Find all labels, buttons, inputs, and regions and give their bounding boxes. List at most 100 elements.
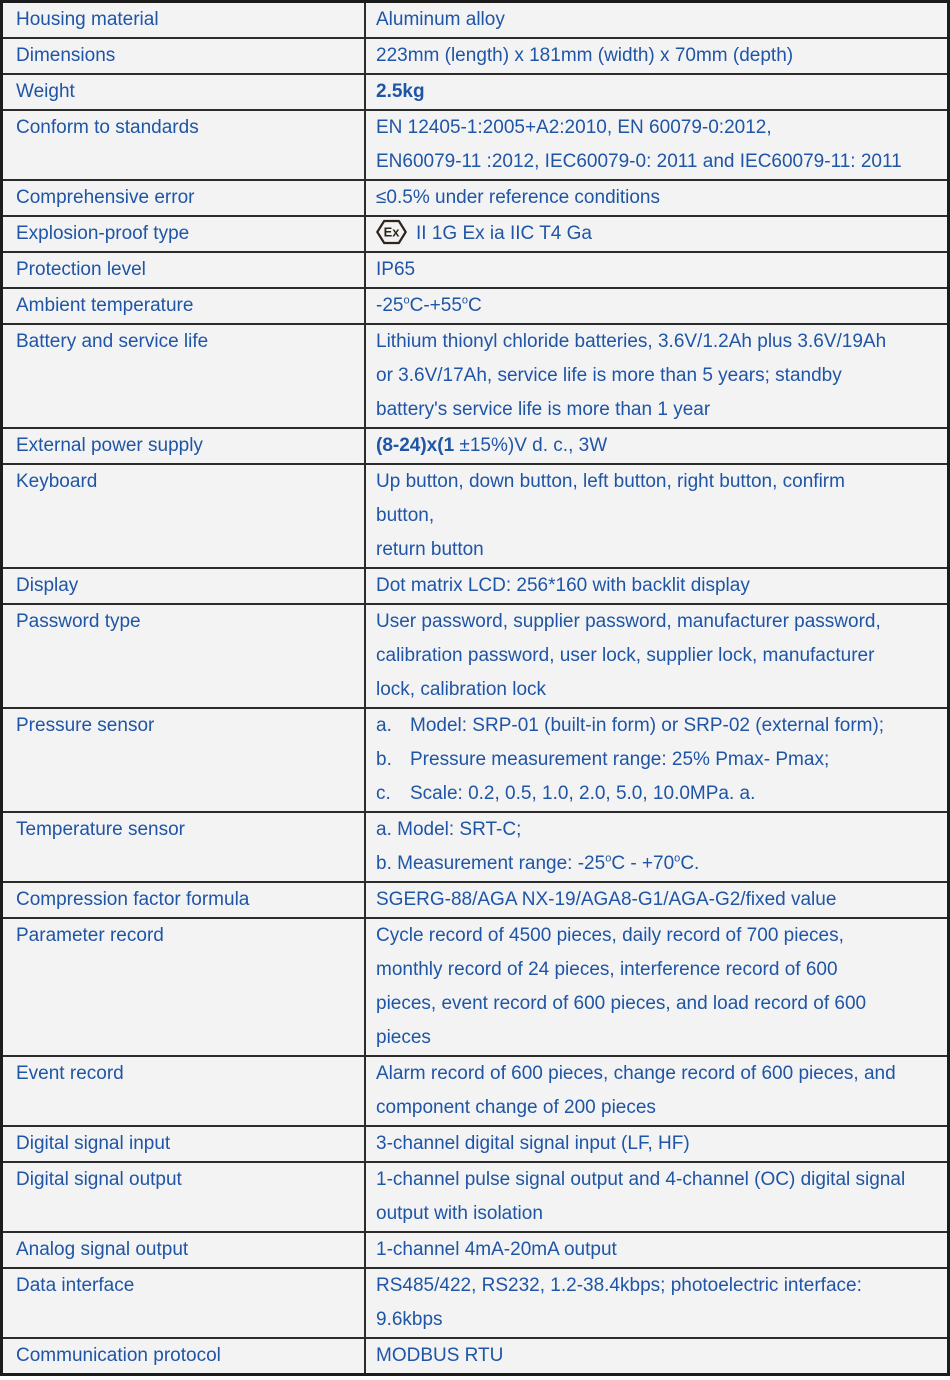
spec-value-line: a. Model: SRT-C; [376,819,522,840]
spec-label: Event record [16,1063,124,1084]
spec-value: EN 12405-1:2005+A2:2010, EN 60079-0:2012… [364,111,947,179]
spec-value: Aluminum alloy [364,3,947,37]
spec-value-line: output with isolation [376,1203,543,1224]
spec-value-line: IP65 [376,259,416,280]
table-row: Weight 2.5kg [3,75,947,111]
spec-value: Ex II 1G Ex ia IIC T4 Ga [364,217,947,251]
spec-value-line: battery's service life is more than 1 ye… [376,399,711,420]
table-row: Ambient temperature -25oC-+55oC [3,289,947,325]
spec-value: Cycle record of 4500 pieces, daily recor… [364,919,947,1055]
table-row: Digital signal input 3-channel digital si… [3,1127,947,1163]
table-row: Comprehensive error ≤0.5% under reference… [3,181,947,217]
spec-label: Analog signal output [16,1239,189,1260]
spec-label: Password type [16,611,141,632]
spec-value-line: Aluminum alloy [376,9,505,30]
spec-value-line: 9.6kbps [376,1309,443,1330]
table-row: Password type User password, supplier pas… [3,605,947,709]
spec-value-line: Alarm record of 600 pieces, change recor… [376,1063,896,1084]
spec-value-line: lock, calibration lock [376,679,547,700]
spec-value: 1-channel pulse signal output and 4-chan… [364,1163,947,1231]
table-row: Data interface RS485/422, RS232, 1.2-38.4… [3,1269,947,1339]
spec-value: IP65 [364,253,947,287]
svg-text:Ex: Ex [384,225,401,240]
spec-value-line: 1-channel pulse signal output and 4-chan… [376,1169,906,1190]
table-row: Parameter record Cycle record of 4500 pie… [3,919,947,1057]
spec-value: Alarm record of 600 pieces, change recor… [364,1057,947,1125]
table-row: External power supply (8-24)x(1 ±15%)V d.… [3,429,947,465]
spec-label: Weight [16,81,75,102]
spec-value-line: EN 12405-1:2005+A2:2010, EN 60079-0:2012… [376,117,772,138]
spec-value-line: 223mm (length) x 181mm (width) x 70mm (d… [376,45,794,66]
spec-value: Up button, down button, left button, rig… [364,465,947,567]
spec-label: Compression factor formula [16,889,250,910]
spec-value: a. Model: SRT-C; b. Measurement range: -2… [364,813,947,881]
spec-label: Digital signal output [16,1169,182,1190]
spec-value-line: SGERG-88/AGA NX-19/AGA8-G1/AGA-G2/fixed … [376,889,837,910]
spec-value: RS485/422, RS232, 1.2-38.4kbps; photoele… [364,1269,947,1337]
spec-label: Protection level [16,259,146,280]
spec-value-line: ≤0.5% under reference conditions [376,187,660,208]
spec-value-line: pieces [376,1027,431,1048]
table-row: Compression factor formula SGERG-88/AGA N… [3,883,947,919]
table-row: Explosion-proof type Ex II 1G Ex ia IIC … [3,217,947,253]
spec-value-line: 1-channel 4mA-20mA output [376,1239,617,1260]
spec-value: 2.5kg [364,75,947,109]
spec-value-line: pieces, event record of 600 pieces, and … [376,993,867,1014]
table-row: Battery and service life Lithium thionyl … [3,325,947,429]
spec-value-line: button, [376,505,435,526]
spec-value: 3-channel digital signal input (LF, HF) [364,1127,947,1161]
table-row: Housing material Aluminum alloy [3,3,947,39]
table-row: Protection level IP65 [3,253,947,289]
spec-value-line: 2.5kg [376,81,425,102]
spec-label: Display [16,575,79,596]
spec-value-line: Dot matrix LCD: 256*160 with backlit dis… [376,575,750,596]
spec-value-line: a. Model: SRP-01 (built-in form) or SRP-0… [376,715,885,736]
spec-value: ≤0.5% under reference conditions [364,181,947,215]
spec-value-line: b. Pressure measurement range: 25% Pmax- … [376,749,830,770]
spec-value: (8-24)x(1 ±15%)V d. c., 3W [364,429,947,463]
spec-value-line: return button [376,539,484,560]
spec-label: Battery and service life [16,331,209,352]
spec-value: Lithium thionyl chloride batteries, 3.6V… [364,325,947,427]
spec-value: SGERG-88/AGA NX-19/AGA8-G1/AGA-G2/fixed … [364,883,947,917]
spec-label: Temperature sensor [16,819,185,840]
spec-label: Housing material [16,9,159,30]
spec-value-line: EN60079-11 :2012, IEC60079-0: 2011 and I… [376,151,902,172]
spec-value-line: Lithium thionyl chloride batteries, 3.6V… [376,331,887,352]
table-row: Display Dot matrix LCD: 256*160 with back… [3,569,947,605]
table-row: Pressure sensor a. Model: SRP-01 (built-in… [3,709,947,813]
spec-label: Explosion-proof type [16,223,190,244]
spec-label: Comprehensive error [16,187,195,208]
spec-value-line: -25oC-+55oC [376,294,482,316]
spec-value-line: RS485/422, RS232, 1.2-38.4kbps; photoele… [376,1275,862,1296]
spec-label: Pressure sensor [16,715,155,736]
spec-value: Dot matrix LCD: 256*160 with backlit dis… [364,569,947,603]
spec-label: Communication protocol [16,1345,221,1366]
spec-label: Dimensions [16,45,116,66]
table-row: Keyboard Up button, down button, left but… [3,465,947,569]
spec-label: Parameter record [16,925,164,946]
spec-label: External power supply [16,435,203,456]
table-row: Digital signal output 1-channel pulse sig… [3,1163,947,1233]
table-row: Event record Alarm record of 600 pieces, … [3,1057,947,1127]
spec-label: Conform to standards [16,117,199,138]
spec-value-line: 3-channel digital signal input (LF, HF) [376,1133,690,1154]
spec-value-line: c. Scale: 0.2, 0.5, 1.0, 2.0, 5.0, 10.0MP… [376,783,756,804]
spec-value-line: Up button, down button, left button, rig… [376,471,845,492]
spec-value: 1-channel 4mA-20mA output [364,1233,947,1267]
spec-value-line: b. Measurement range: -25oC - +70oC. [376,852,700,874]
spec-value: User password, supplier password, manufa… [364,605,947,707]
table-row: Communication protocol MODBUS RTU [3,1339,947,1373]
table-row: Analog signal output 1-channel 4mA-20mA o… [3,1233,947,1269]
spec-value: -25oC-+55oC [364,289,947,323]
spec-label: Keyboard [16,471,98,492]
spec-value-line: User password, supplier password, manufa… [376,611,881,632]
spec-value-line: component change of 200 pieces [376,1097,656,1118]
spec-value-line: calibration password, user lock, supplie… [376,645,875,666]
spec-value-line: MODBUS RTU [376,1345,504,1366]
spec-value: MODBUS RTU [364,1339,947,1373]
table-row: Dimensions 223mm (length) x 181mm (width)… [3,39,947,75]
ex-hexagon-certification-icon: Ex [376,219,407,245]
spec-value-line: (8-24)x(1 ±15%)V d. c., 3W [376,435,608,456]
